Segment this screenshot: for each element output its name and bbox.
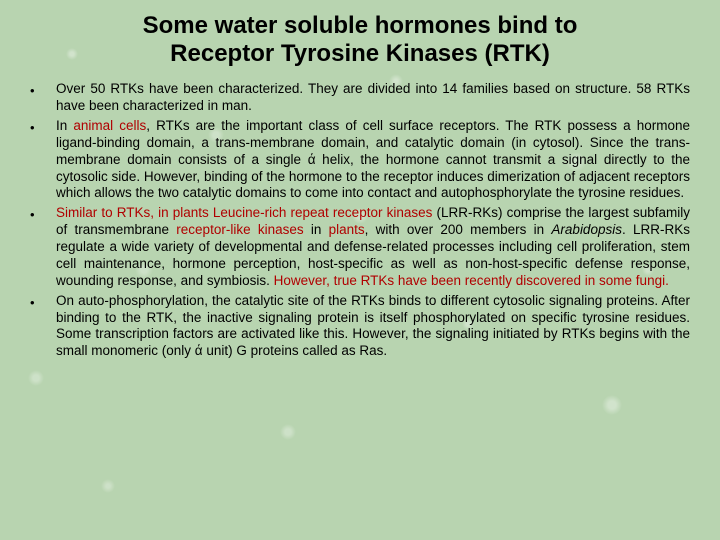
highlight-text: However, true RTKs have been recently di… — [274, 273, 669, 288]
highlight-text: receptor-like kinases — [176, 222, 303, 237]
body-text: On auto-phosphorylation, the catalytic s… — [56, 293, 690, 359]
bullet-text: On auto-phosphorylation, the catalytic s… — [56, 293, 690, 361]
body-text: , RTKs are the important class of cell s… — [56, 118, 690, 201]
bullet-text: In animal cells, RTKs are the important … — [56, 118, 690, 202]
body-text: Over 50 RTKs have been characterized. Th… — [56, 81, 690, 113]
bullet-dot-icon: • — [30, 293, 56, 361]
bullet-item: •Similar to RTKs, in plants Leucine-rich… — [30, 205, 690, 289]
bullet-dot-icon: • — [30, 205, 56, 289]
body-text: , with over 200 members in — [365, 222, 552, 237]
bullet-item: •Over 50 RTKs have been characterized. T… — [30, 81, 690, 115]
body-text: In — [56, 118, 73, 133]
slide-title: Some water soluble hormones bind to Rece… — [30, 12, 690, 67]
bullet-item: •In animal cells, RTKs are the important… — [30, 118, 690, 202]
bullet-dot-icon: • — [30, 118, 56, 202]
title-line-2: Receptor Tyrosine Kinases (RTK) — [170, 40, 550, 67]
slide-body: •Over 50 RTKs have been characterized. T… — [30, 81, 690, 360]
bullet-text: Similar to RTKs, in plants Leucine-rich … — [56, 205, 690, 289]
bullet-item: •On auto-phosphorylation, the catalytic … — [30, 293, 690, 361]
bullet-list: •Over 50 RTKs have been characterized. T… — [30, 81, 690, 360]
body-text: in — [304, 222, 329, 237]
body-text: Arabidopsis — [551, 222, 622, 237]
highlight-text: plants — [329, 222, 365, 237]
bullet-text: Over 50 RTKs have been characterized. Th… — [56, 81, 690, 115]
bullet-dot-icon: • — [30, 81, 56, 115]
title-line-1: Some water soluble hormones bind to — [143, 12, 578, 39]
highlight-text: Similar to RTKs, in plants Leucine-rich … — [56, 205, 432, 220]
highlight-text: animal cells — [73, 118, 146, 133]
